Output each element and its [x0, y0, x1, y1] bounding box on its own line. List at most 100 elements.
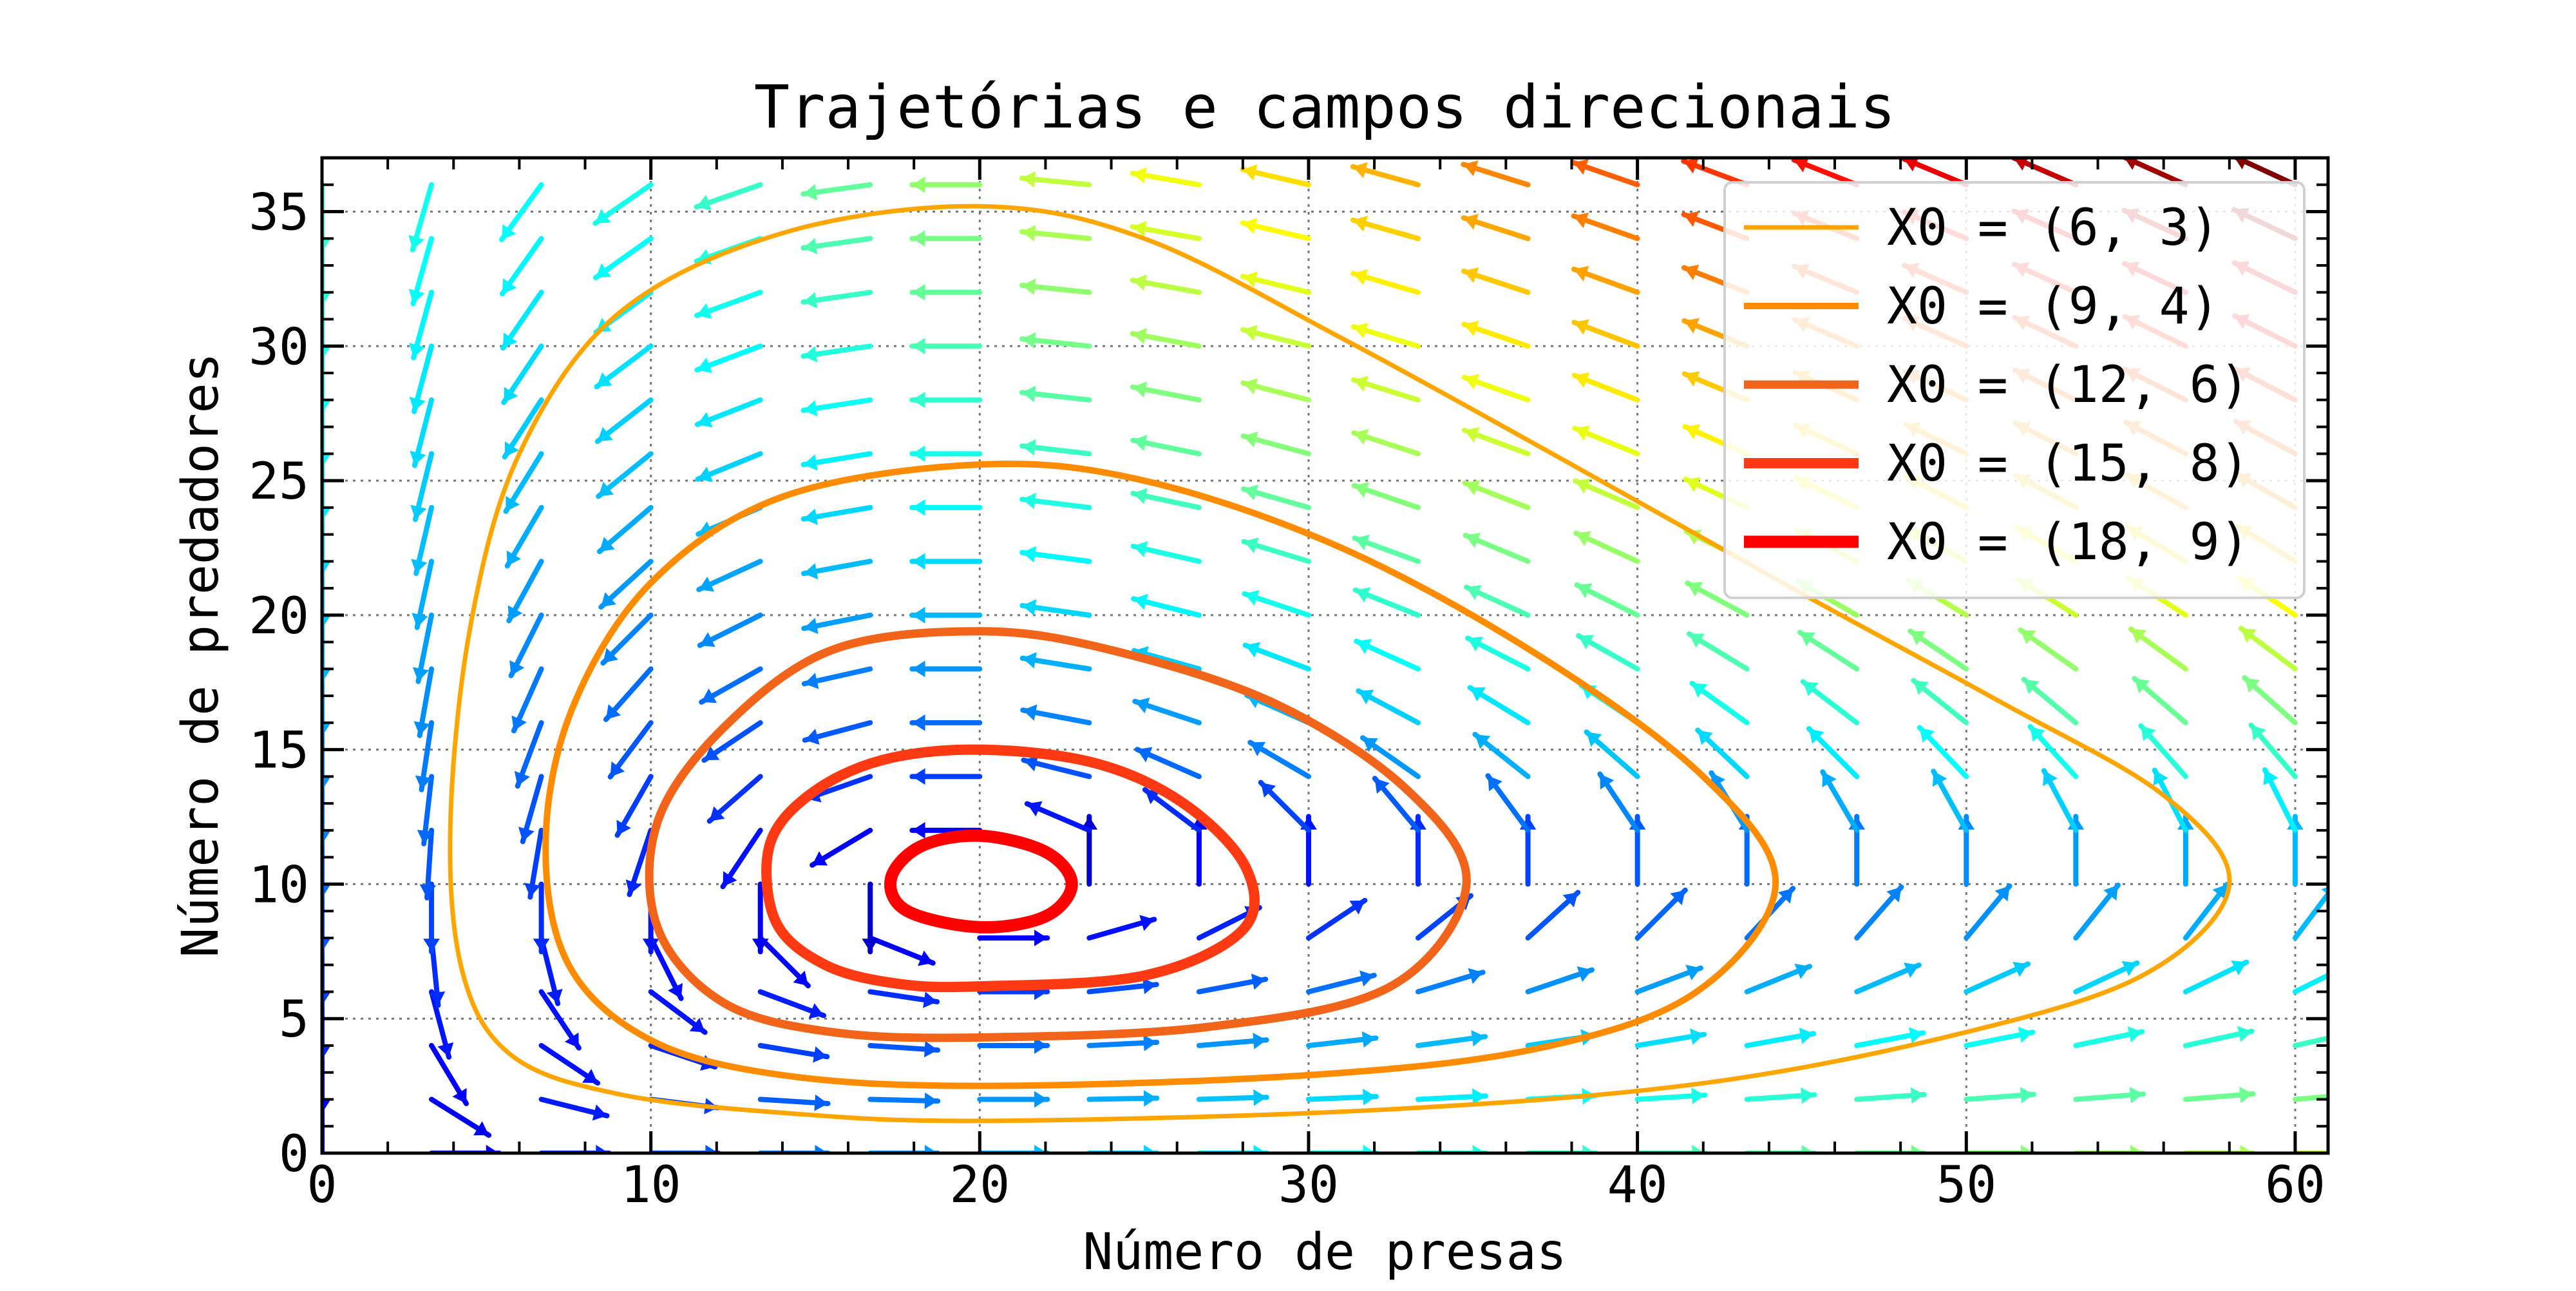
direction-arrow	[1908, 628, 1969, 672]
direction-arrow	[701, 720, 763, 763]
direction-arrow	[1416, 1145, 1489, 1153]
direction-arrow	[1130, 540, 1202, 564]
legend-item: X0 = (12, 6)	[1744, 356, 2250, 414]
direction-arrow	[411, 504, 435, 577]
direction-arrow	[1931, 769, 1969, 833]
direction-arrow	[1416, 968, 1486, 995]
direction-arrow	[322, 451, 330, 524]
direction-arrow	[1372, 776, 1421, 833]
direction-arrow	[867, 1145, 941, 1153]
direction-arrow	[1021, 755, 1092, 779]
direction-arrow	[1350, 162, 1421, 187]
direction-arrow	[1634, 964, 1703, 995]
direction-arrow	[1901, 158, 1969, 187]
direction-arrow	[322, 289, 330, 363]
trajectory-layer	[448, 204, 2232, 1124]
direction-arrow	[909, 607, 983, 624]
direction-arrow	[1086, 1035, 1160, 1051]
direction-arrow	[694, 182, 763, 211]
direction-arrow	[1305, 1145, 1379, 1153]
legend: X0 = (6, 3) X0 = (9, 4) X0 = (12, 6) X0 = (…	[1723, 181, 2306, 599]
direction-arrow	[1240, 164, 1311, 187]
direction-arrow	[1461, 267, 1531, 295]
direction-arrow	[1695, 727, 1750, 779]
direction-arrow	[322, 774, 330, 847]
direction-arrow	[867, 935, 936, 966]
direction-arrow	[596, 504, 654, 555]
direction-arrow	[322, 666, 330, 740]
direction-arrow	[1242, 642, 1311, 672]
direction-arrow	[1240, 378, 1311, 403]
y-tick-label: 5	[279, 991, 309, 1049]
direction-arrow	[1576, 633, 1640, 672]
direction-arrow	[1350, 322, 1421, 349]
direction-arrow	[648, 1145, 721, 1153]
direction-arrow	[1019, 224, 1092, 242]
direction-arrow	[1854, 962, 1922, 995]
direction-arrow	[322, 612, 330, 685]
direction-arrow	[1247, 740, 1311, 779]
direction-arrow	[511, 666, 544, 734]
direction-arrow	[417, 774, 435, 846]
direction-arrow	[2183, 881, 2230, 941]
direction-arrow	[1351, 428, 1421, 457]
direction-arrow	[1461, 160, 1531, 187]
direction-arrow	[2183, 1086, 2256, 1104]
direction-arrow	[1634, 1028, 1707, 1048]
direction-arrow	[2073, 1145, 2146, 1153]
direction-arrow	[2073, 1087, 2146, 1104]
y-tick-label: 0	[279, 1125, 309, 1183]
direction-arrow	[1461, 320, 1531, 349]
y-tick-label: 30	[249, 318, 309, 376]
direction-arrow	[2238, 626, 2298, 672]
direction-arrow	[415, 720, 435, 792]
direction-arrow	[506, 559, 544, 624]
direction-arrow	[625, 827, 654, 897]
direction-arrow	[1350, 269, 1421, 295]
x-tick-label: 30	[1278, 1156, 1339, 1214]
direction-arrow	[1461, 214, 1531, 242]
direction-arrow	[977, 1091, 1050, 1108]
direction-arrow	[694, 397, 763, 428]
direction-arrow	[2138, 723, 2188, 779]
direction-arrow	[533, 881, 550, 955]
direction-arrow	[592, 236, 654, 280]
direction-arrow	[800, 451, 873, 471]
legend-label: X0 = (18, 9)	[1887, 513, 2250, 571]
direction-arrow	[909, 391, 983, 408]
direction-arrow	[603, 666, 654, 722]
direction-arrow	[2292, 886, 2328, 941]
direction-arrow	[1086, 977, 1159, 995]
y-tick-label: 20	[249, 588, 309, 646]
direction-arrow	[1634, 887, 1688, 941]
y-axis-label: Número de predadores	[172, 352, 230, 957]
direction-arrow	[1597, 771, 1640, 833]
direction-arrow	[757, 935, 811, 989]
direction-arrow	[1571, 158, 1640, 187]
direction-arrow	[598, 559, 654, 610]
direction-arrow	[1240, 325, 1311, 349]
direction-arrow	[322, 182, 330, 255]
direction-arrow	[1019, 332, 1092, 349]
direction-arrow	[648, 935, 684, 1001]
direction-arrow	[1359, 735, 1421, 779]
direction-arrow	[1354, 638, 1421, 672]
direction-arrow	[1465, 635, 1531, 672]
direction-arrow	[1744, 1145, 1817, 1153]
direction-arrow	[706, 774, 763, 824]
direction-arrow	[413, 666, 435, 738]
direction-arrow	[1472, 732, 1531, 779]
direction-arrow	[800, 559, 873, 580]
direction-arrow	[909, 553, 983, 570]
direction-arrow	[1571, 372, 1640, 403]
direction-arrow	[322, 343, 330, 417]
direction-arrow	[410, 451, 435, 522]
direction-arrow	[2041, 768, 2079, 833]
direction-arrow	[1854, 1087, 1927, 1104]
direction-arrow	[1242, 589, 1311, 618]
direction-arrow	[1130, 220, 1202, 242]
direction-arrow	[1020, 704, 1092, 725]
direction-arrow	[1240, 271, 1311, 295]
direction-arrow	[1634, 1145, 1708, 1153]
